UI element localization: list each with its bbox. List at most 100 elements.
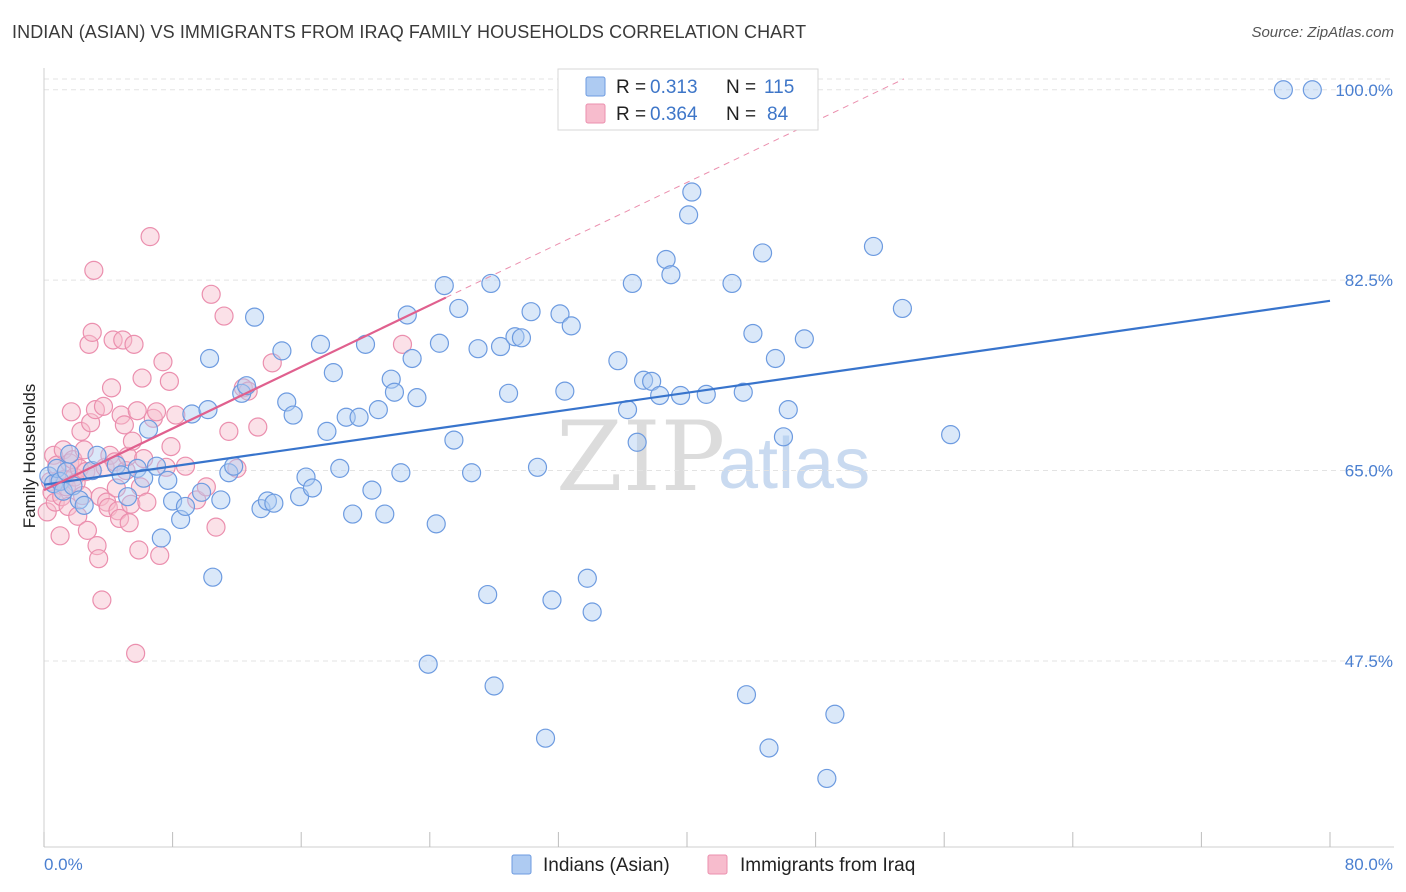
indian-point-70 — [482, 274, 500, 292]
indian-point-31 — [225, 457, 243, 475]
indian-point-38 — [273, 342, 291, 360]
x-axis-ticks — [44, 832, 1330, 847]
indian-point-103 — [760, 739, 778, 757]
iraq-point-69 — [162, 438, 180, 456]
indian-point-19 — [152, 529, 170, 547]
indian-point-28 — [204, 568, 222, 586]
iraq-point-29 — [85, 261, 103, 279]
iraq-point-62 — [141, 228, 159, 246]
indian-point-20 — [159, 471, 177, 489]
indian-point-66 — [450, 299, 468, 317]
indian-point-107 — [795, 330, 813, 348]
bottom-legend-label-immigrants-from-iraq: Immigrants from Iraq — [740, 855, 915, 876]
iraq-point-48 — [115, 416, 133, 434]
indian-point-93 — [662, 266, 680, 284]
indian-point-111 — [893, 299, 911, 317]
indian-point-23 — [176, 497, 194, 515]
indian-point-54 — [376, 505, 394, 523]
indian-point-78 — [537, 729, 555, 747]
stats-legend: R = 0.313 N = 115 R = 0.364 N = 84 — [558, 69, 818, 130]
iraq-point-77 — [220, 422, 238, 440]
bottom-legend-swatch-indians-asian — [512, 855, 531, 874]
iraq-point-81 — [249, 418, 267, 436]
indian-point-73 — [500, 384, 518, 402]
indian-point-17 — [139, 420, 157, 438]
indian-point-112 — [942, 426, 960, 444]
x-tick-label-max: 80.0% — [1345, 855, 1393, 874]
iraq-point-70 — [167, 406, 185, 424]
bottom-legend: Indians (Asian) Immigrants from Iraq — [512, 855, 915, 876]
iraq-point-75 — [207, 518, 225, 536]
iraq-point-51 — [120, 514, 138, 532]
indian-point-76 — [522, 303, 540, 321]
bottom-legend-swatch-immigrants-from-iraq — [708, 855, 727, 874]
stats-legend-n-value-pink: 84 — [767, 104, 789, 125]
indian-point-106 — [779, 401, 797, 419]
scatter-chart: ZIP atlas 47.5%65.0%82.5%100.0% 0.0% 80.… — [0, 0, 1406, 892]
indian-point-102 — [754, 244, 772, 262]
indian-point-104 — [766, 349, 784, 367]
indian-point-44 — [311, 335, 329, 353]
indian-point-100 — [737, 686, 755, 704]
indian-point-46 — [324, 364, 342, 382]
x-tick-label-min: 0.0% — [44, 855, 83, 874]
indian-point-6 — [61, 445, 79, 463]
stats-legend-swatch-blue — [586, 77, 605, 96]
iraq-point-40 — [103, 379, 121, 397]
indian-point-9 — [75, 496, 93, 514]
indian-point-59 — [403, 349, 421, 367]
iraq-point-34 — [93, 591, 111, 609]
iraq-point-57 — [130, 541, 148, 559]
iraq-point-56 — [128, 402, 146, 420]
y-axis-tick-labels: 47.5% 65.0% 82.5% 100.0% — [1335, 81, 1393, 671]
stats-legend-r-label-pink: R = — [616, 104, 646, 125]
stats-legend-n-value-blue: 115 — [764, 77, 794, 98]
indian-point-105 — [774, 428, 792, 446]
stats-legend-n-label-blue: N = — [726, 77, 756, 98]
indian-point-60 — [408, 389, 426, 407]
indian-point-29 — [212, 491, 230, 509]
iraq-point-61 — [138, 493, 156, 511]
indian-point-113 — [1274, 81, 1292, 99]
gridlines — [44, 79, 1394, 661]
indian-point-95 — [680, 206, 698, 224]
iraq-point-32 — [90, 550, 108, 568]
indian-point-25 — [193, 483, 211, 501]
indian-point-96 — [683, 183, 701, 201]
indian-point-57 — [392, 464, 410, 482]
y-axis-label: Family Households — [20, 384, 39, 529]
iraq-point-66 — [154, 353, 172, 371]
iraq-point-14 — [62, 403, 80, 421]
indian-point-62 — [427, 515, 445, 533]
indian-point-87 — [623, 274, 641, 292]
stats-legend-r-value-blue: 0.313 — [650, 77, 698, 98]
iraq-point-7 — [51, 527, 69, 545]
indian-point-101 — [744, 324, 762, 342]
y-tick-label-1: 65.0% — [1345, 462, 1393, 481]
indian-point-88 — [628, 433, 646, 451]
iraq-point-35 — [94, 397, 112, 415]
indian-point-79 — [543, 591, 561, 609]
iraq-point-55 — [127, 644, 145, 662]
indian-point-45 — [318, 422, 336, 440]
watermark: ZIP atlas — [556, 401, 870, 513]
bottom-legend-label-indians-asian: Indians (Asian) — [543, 855, 670, 876]
indian-point-71 — [485, 677, 503, 695]
iraq-point-64 — [148, 403, 166, 421]
indian-point-98 — [723, 274, 741, 292]
iraq-point-74 — [202, 285, 220, 303]
stats-legend-n-label-pink: N = — [726, 104, 756, 125]
stats-legend-r-value-pink: 0.364 — [650, 104, 698, 125]
iraq-point-54 — [125, 335, 143, 353]
iraq-point-59 — [133, 369, 151, 387]
indian-point-110 — [864, 237, 882, 255]
indian-point-81 — [556, 382, 574, 400]
iraq-point-65 — [151, 546, 169, 564]
indian-point-85 — [609, 352, 627, 370]
iraq-point-68 — [160, 372, 178, 390]
indian-point-109 — [826, 705, 844, 723]
stats-legend-r-label-blue: R = — [616, 77, 646, 98]
indian-point-84 — [583, 603, 601, 621]
indian-point-34 — [246, 308, 264, 326]
indian-point-43 — [303, 479, 321, 497]
